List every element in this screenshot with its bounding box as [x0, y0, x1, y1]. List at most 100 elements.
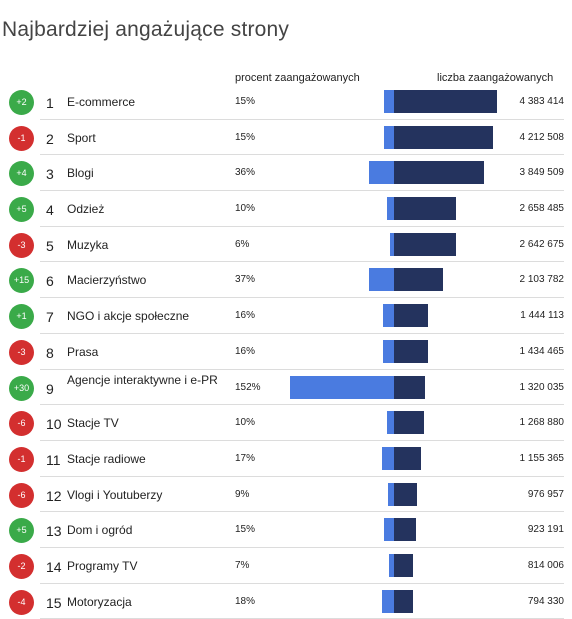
- table-row[interactable]: +15 6 Macierzyństwo 37% 2 103 782: [0, 262, 572, 298]
- table-row[interactable]: -3 8 Prasa 16% 1 434 465: [0, 334, 572, 370]
- percent-engaged-value: 37%: [235, 274, 256, 286]
- table-row[interactable]: +1 7 NGO i akcje społeczne 16% 1 444 113: [0, 298, 572, 334]
- percent-engaged-value: 16%: [235, 310, 256, 322]
- table-row[interactable]: +2 1 E-commerce 15% 4 383 414: [0, 84, 572, 120]
- rank-change-badge: +1: [9, 304, 34, 330]
- percent-engaged-bar: [387, 411, 394, 435]
- rank-number: 3: [46, 166, 54, 183]
- ranking-list: +2 1 E-commerce 15% 4 383 414 -1 2 Sport 15% 4 21…: [0, 84, 572, 619]
- table-row[interactable]: +30 9 Agencje interaktywne i e-PR 152% 1 320…: [0, 370, 572, 406]
- engaged-count-value: 4 212 508: [519, 131, 565, 143]
- engaged-count-bar: [394, 553, 414, 577]
- percent-engaged-bar: [369, 161, 394, 185]
- table-row[interactable]: +4 3 Blogi 36% 3 849 509: [0, 155, 572, 191]
- category-name: Macierzyństwo: [67, 273, 147, 288]
- rank-change-badge: +4: [9, 161, 34, 187]
- rank-number: 1: [46, 95, 54, 111]
- percent-engaged-bar: [387, 482, 394, 506]
- rank-change-badge: -1: [9, 446, 34, 472]
- percent-engaged-value: 15%: [235, 524, 256, 536]
- percent-engaged-value: 16%: [235, 345, 256, 357]
- engaged-count-bar: [394, 232, 457, 256]
- engaged-count-bar: [394, 304, 428, 328]
- percent-engaged-bar: [381, 589, 394, 613]
- rank-number: 13: [46, 523, 62, 540]
- percent-engaged-value: 10%: [235, 203, 256, 215]
- table-row[interactable]: -6 10 Stacje TV 10% 1 268 880: [0, 405, 572, 441]
- engaged-count-value: 1 320 035: [519, 381, 565, 393]
- table-row[interactable]: -2 14 Programy TV 7% 814 006: [0, 548, 572, 584]
- header-count: liczba zaangażowanych: [437, 72, 554, 84]
- category-name: Dom i ogród: [67, 523, 133, 538]
- table-row[interactable]: +5 4 Odzież 10% 2 658 485: [0, 191, 572, 227]
- rank-number: 15: [46, 594, 62, 611]
- engaged-count-bar: [394, 589, 413, 613]
- rank-number: 5: [46, 237, 54, 254]
- category-name: Agencje interaktywne i e-PR: [67, 372, 218, 387]
- percent-engaged-bar: [383, 90, 394, 113]
- rank-change-badge: -2: [9, 553, 34, 579]
- header-percent: procent zaangażowanych: [235, 72, 360, 84]
- category-name: Blogi: [67, 166, 94, 181]
- engaged-count-value: 4 383 414: [519, 96, 565, 107]
- table-row[interactable]: -3 5 Muzyka 6% 2 642 675: [0, 227, 572, 263]
- percent-engaged-bar: [383, 125, 394, 149]
- engaged-count-value: 814 006: [527, 559, 564, 571]
- percent-engaged-bar: [389, 553, 394, 577]
- percent-engaged-value: 18%: [235, 595, 256, 607]
- rank-number: 8: [46, 344, 54, 361]
- engaged-count-value: 1 268 880: [519, 417, 565, 429]
- percent-engaged-bar: [382, 446, 394, 470]
- category-name: Muzyka: [67, 237, 109, 252]
- table-row[interactable]: +5 13 Dom i ogród 15% 923 191: [0, 512, 572, 548]
- engaged-count-bar: [394, 482, 417, 506]
- category-name: Stacje radiowe: [67, 451, 146, 466]
- engaged-count-bar: [394, 90, 497, 113]
- table-row[interactable]: -1 11 Stacje radiowe 17% 1 155 365: [0, 441, 572, 477]
- table-row[interactable]: -6 12 Vlogi i Youtuberzy 9% 976 957: [0, 477, 572, 513]
- engaged-count-value: 1 155 365: [519, 452, 565, 464]
- engaged-count-bar: [394, 125, 493, 149]
- engaged-count-value: 923 191: [527, 524, 564, 536]
- percent-engaged-value: 36%: [235, 167, 256, 179]
- percent-engaged-value: 17%: [235, 452, 256, 464]
- engaged-count-bar: [394, 339, 428, 363]
- engaged-count-bar: [394, 268, 444, 292]
- percent-engaged-bar: [290, 375, 394, 399]
- category-name: Motoryzacja: [67, 594, 132, 609]
- rank-change-badge: +5: [9, 518, 34, 544]
- category-name: Stacje TV: [67, 416, 119, 431]
- page-title: Najbardziej angażujące strony: [2, 18, 290, 41]
- rank-number: 4: [46, 202, 54, 219]
- category-name: Odzież: [67, 202, 105, 217]
- category-name: Vlogi i Youtuberzy: [67, 487, 163, 502]
- engaged-count-value: 2 103 782: [519, 274, 565, 286]
- category-name: Sport: [67, 130, 96, 145]
- category-name: E-commerce: [67, 95, 136, 109]
- rank-number: 6: [46, 273, 54, 290]
- rank-number: 9: [46, 380, 54, 397]
- rank-number: 14: [46, 558, 62, 575]
- table-row[interactable]: -4 15 Motoryzacja 18% 794 330: [0, 584, 572, 619]
- engaged-count-bar: [394, 375, 426, 399]
- rank-change-badge: -3: [9, 232, 34, 258]
- rank-change-badge: -3: [9, 339, 34, 365]
- percent-engaged-value: 6%: [235, 238, 250, 250]
- rank-number: 7: [46, 309, 54, 326]
- percent-engaged-value: 9%: [235, 488, 250, 500]
- table-row[interactable]: -1 2 Sport 15% 4 212 508: [0, 120, 572, 156]
- rank-change-badge: -6: [9, 411, 34, 437]
- percent-engaged-value: 7%: [235, 559, 250, 571]
- engaged-count-value: 976 957: [527, 488, 564, 500]
- engaged-count-bar: [394, 161, 485, 185]
- engaged-count-value: 2 658 485: [519, 203, 565, 215]
- percent-engaged-bar: [383, 518, 394, 542]
- category-name: Programy TV: [67, 558, 138, 573]
- percent-engaged-bar: [383, 339, 394, 363]
- engaged-count-value: 1 444 113: [520, 310, 564, 322]
- engaged-count-value: 794 330: [527, 595, 564, 607]
- engaged-count-bar: [394, 518, 416, 542]
- engaged-count-bar: [394, 197, 457, 221]
- engaged-count-bar: [394, 411, 424, 435]
